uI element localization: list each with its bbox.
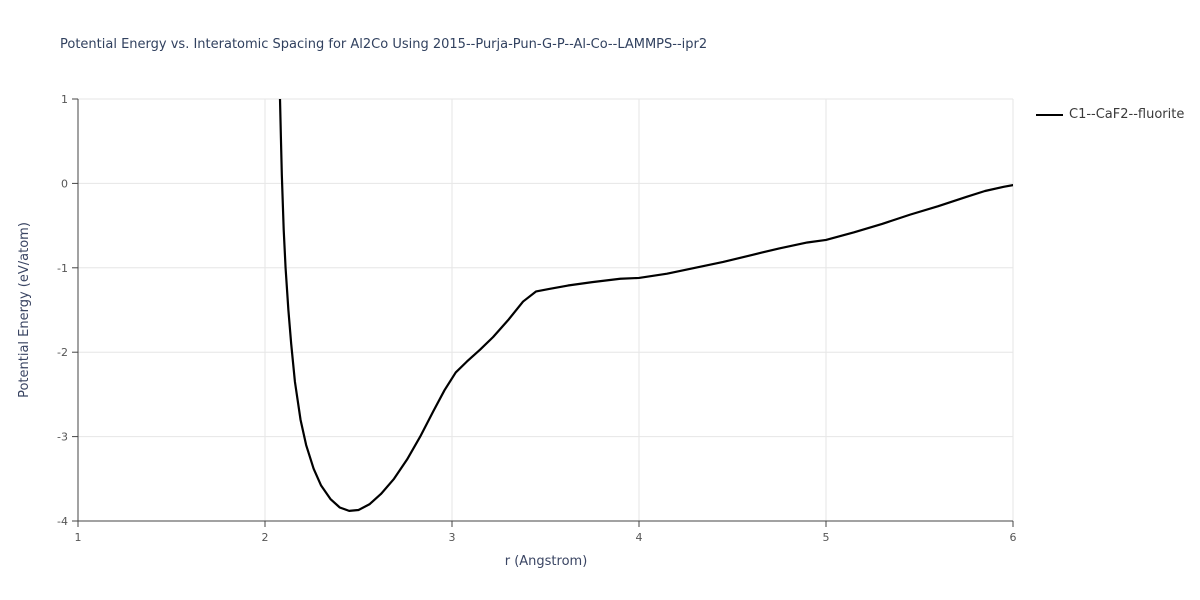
legend-label: C1--CaF2--fluorite: [1069, 107, 1185, 122]
y-tick-label-1: 1: [61, 93, 68, 106]
y-axis-label: Potential Energy (eV/atom): [17, 222, 32, 398]
legend-line-sample: [1036, 113, 1063, 116]
legend: C1--CaF2--fluorite: [1036, 107, 1184, 122]
x-tick-label-4: 4: [636, 531, 643, 544]
series-line-0: [278, 99, 1013, 512]
y-tick-label--1: -1: [57, 262, 68, 275]
y-tick-label--3: -3: [57, 431, 68, 444]
y-tick-label-0: 0: [61, 177, 68, 190]
x-tick-label-6: 6: [1010, 531, 1017, 544]
x-tick-label-3: 3: [449, 531, 456, 544]
y-tick-label--4: -4: [57, 515, 68, 528]
x-tick-label-1: 1: [75, 531, 82, 544]
chart-title: Potential Energy vs. Interatomic Spacing…: [60, 37, 708, 52]
x-tick-label-5: 5: [823, 531, 830, 544]
x-axis-label: r (Angstrom): [504, 554, 588, 569]
x-tick-label-2: 2: [262, 531, 269, 544]
y-tick-label--2: -2: [57, 346, 68, 359]
